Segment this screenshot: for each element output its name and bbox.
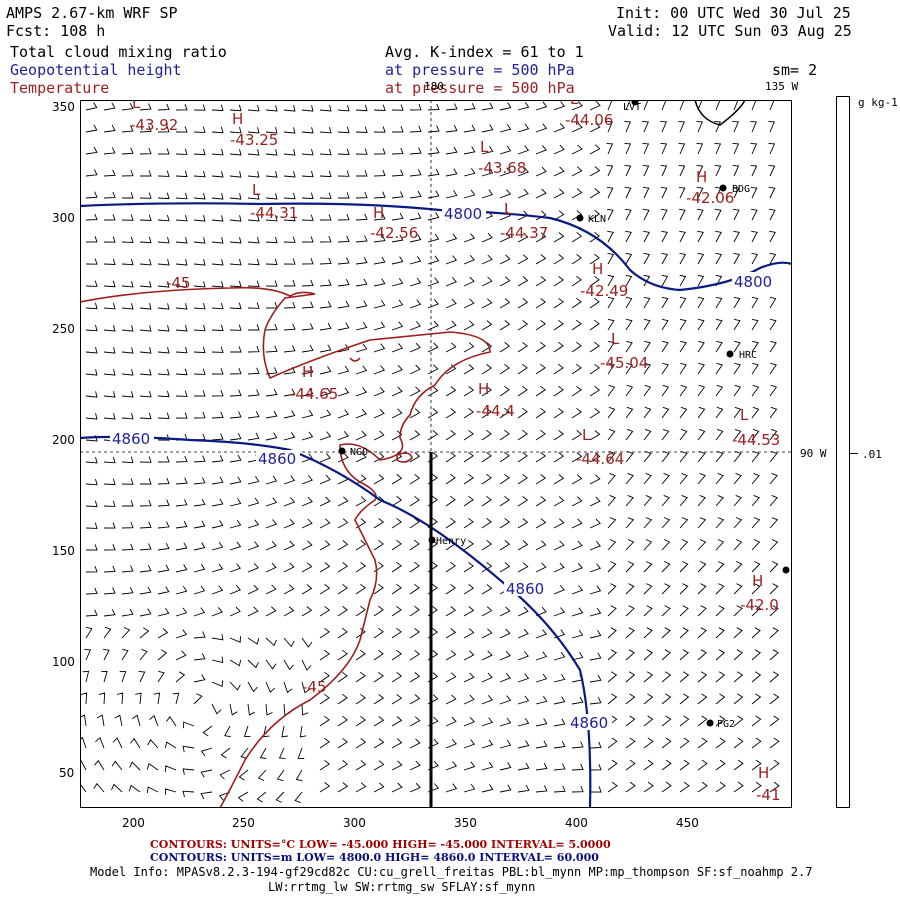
temp-label: -44.31 bbox=[250, 204, 298, 222]
temp-label: -43.68 bbox=[478, 159, 526, 177]
model-title: AMPS 2.67-km WRF SP bbox=[6, 4, 178, 22]
field-height: Geopotential height bbox=[10, 61, 182, 79]
temp-label: -44.64 bbox=[576, 450, 624, 468]
temp-label: -45 bbox=[302, 678, 327, 696]
station-bdg: BDG bbox=[732, 184, 750, 195]
model-info-2: LW:rrtmg_lw SW:rrtmg_sw SFLAY:sf_mynn bbox=[268, 880, 536, 894]
forecast-hour: Fcst: 108 h bbox=[6, 22, 106, 40]
height-label: 4800 bbox=[734, 273, 772, 291]
temp-label: -43.92 bbox=[130, 116, 178, 134]
coastline bbox=[694, 100, 746, 126]
x-tick: 350 bbox=[454, 816, 477, 830]
y-tick: 150 bbox=[52, 544, 75, 558]
temp-label: H bbox=[232, 110, 243, 128]
lon-label-180: 180 bbox=[424, 80, 444, 93]
footer-height-contours: CONTOURS: UNITS=m LOW= 4800.0 HIGH= 4860… bbox=[150, 851, 599, 864]
temp-label: -45.04 bbox=[600, 354, 648, 372]
height-label: 4860 bbox=[506, 580, 544, 598]
y-tick: 300 bbox=[52, 211, 75, 225]
temp-label: -44.4 bbox=[476, 402, 515, 420]
temp-label: L bbox=[504, 200, 513, 218]
temp-label: H bbox=[696, 168, 707, 186]
colorbar-tick bbox=[850, 453, 858, 454]
station-markers bbox=[338, 100, 790, 727]
y-tick: 100 bbox=[52, 655, 75, 669]
station-hrc: HRC bbox=[739, 350, 757, 361]
temp-label: -41 bbox=[756, 786, 781, 804]
plot-frame bbox=[80, 100, 792, 808]
init-time: Init: 00 UTC Wed 30 Jul 25 bbox=[616, 4, 851, 22]
x-tick: 200 bbox=[122, 816, 145, 830]
pressure-temp: at pressure = 500 hPa bbox=[385, 79, 575, 97]
x-tick: 300 bbox=[343, 816, 366, 830]
temp-label: L bbox=[480, 138, 489, 156]
temp-label: L bbox=[252, 181, 261, 199]
y-tick: 200 bbox=[52, 433, 75, 447]
x-tick: 250 bbox=[232, 816, 255, 830]
smoothing: sm= 2 bbox=[772, 61, 818, 79]
temp-label: -42.0 bbox=[740, 596, 779, 614]
temp-label: -42.49 bbox=[580, 282, 628, 300]
k-index: Avg. K-index = 61 to 1 bbox=[385, 43, 584, 61]
temp-label: H bbox=[758, 764, 769, 782]
temp-label: -44.06 bbox=[565, 111, 613, 129]
map-plot: LVT BDG KLN HRC NGO Henry PG2 L -43.92 H… bbox=[80, 100, 792, 808]
temp-label: -42.56 bbox=[370, 224, 418, 242]
y-tick: 250 bbox=[52, 322, 75, 336]
y-tick: 50 bbox=[59, 766, 75, 780]
wind-barbs bbox=[80, 100, 780, 804]
height-label: 4860 bbox=[570, 714, 608, 732]
temp-label: -44.65 bbox=[290, 385, 338, 403]
temp-label: -44.53 bbox=[732, 431, 780, 449]
station-ngo: NGO bbox=[350, 447, 368, 458]
pressure-height: at pressure = 500 hPa bbox=[385, 61, 575, 79]
station-lvt: LVT bbox=[623, 102, 641, 113]
temp-label: H bbox=[592, 260, 603, 278]
temp-label: -42.06 bbox=[686, 189, 734, 207]
colorbar bbox=[836, 96, 850, 808]
x-tick: 450 bbox=[676, 816, 699, 830]
wind-barb-glyphs bbox=[80, 100, 780, 804]
temp-label: H bbox=[302, 363, 313, 381]
temp-label: L bbox=[132, 100, 141, 112]
height-label: 4860 bbox=[112, 430, 150, 448]
station-pg2: PG2 bbox=[717, 719, 735, 730]
x-tick: 400 bbox=[565, 816, 588, 830]
lon-label-135w: 135 W bbox=[765, 80, 799, 93]
colorbar-value: .01 bbox=[862, 448, 882, 461]
field-temp: Temperature bbox=[10, 79, 110, 97]
station-henry: Henry bbox=[436, 536, 466, 547]
temperature-contours bbox=[80, 286, 491, 808]
temp-label: L bbox=[611, 330, 620, 348]
valid-time: Valid: 12 UTC Sun 03 Aug 25 bbox=[608, 22, 852, 40]
lon-label-90w: 90 W bbox=[800, 447, 827, 460]
y-tick: 350 bbox=[52, 100, 75, 114]
temp-label: -43.25 bbox=[230, 131, 278, 149]
colorbar-unit: g kg-1 bbox=[858, 96, 898, 109]
height-label: 4800 bbox=[444, 205, 482, 223]
field-cloud: Total cloud mixing ratio bbox=[10, 43, 227, 61]
temp-label: -45 bbox=[166, 274, 191, 292]
height-label: 4860 bbox=[258, 450, 296, 468]
temp-label: L bbox=[740, 406, 749, 424]
temp-label: H bbox=[373, 204, 384, 222]
temp-label: -44.37 bbox=[500, 224, 548, 242]
temp-label: H bbox=[478, 380, 489, 398]
temp-label: L bbox=[570, 100, 579, 108]
temp-label: H bbox=[752, 572, 763, 590]
temp-label: L bbox=[582, 426, 591, 444]
station-kln: KLN bbox=[588, 214, 606, 225]
footer-temperature-contours: CONTOURS: UNITS=°C LOW= -45.000 HIGH= -4… bbox=[150, 838, 611, 851]
model-info: Model Info: MPASv8.2.3-194-gf29cd82c CU:… bbox=[90, 865, 813, 879]
